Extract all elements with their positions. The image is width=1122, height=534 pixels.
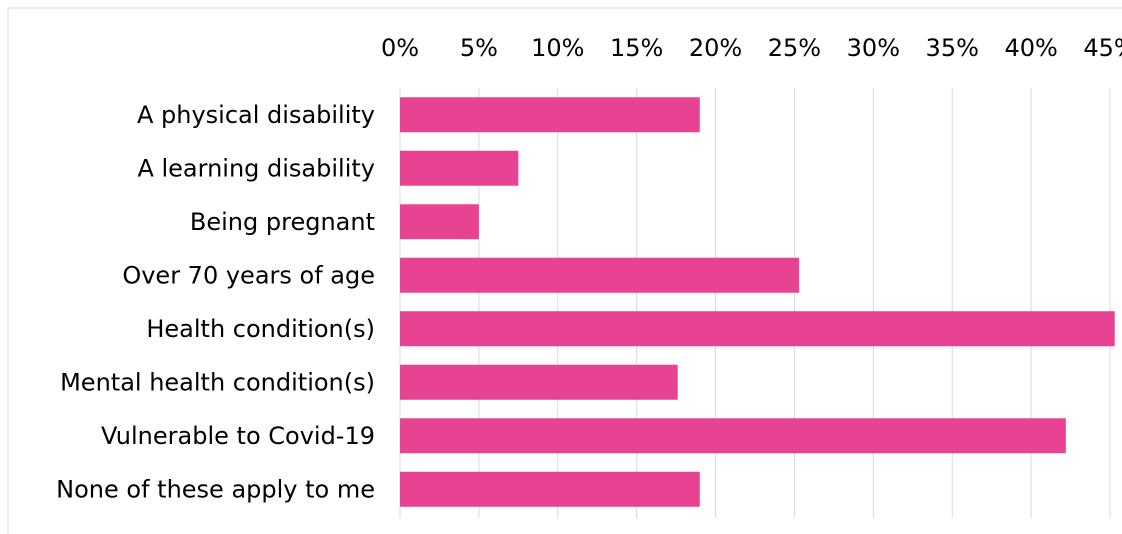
x-tick-label-10: 10% [531, 34, 584, 62]
category-label-2: A learning disability [137, 154, 375, 182]
bar-4 [400, 257, 800, 293]
bar-1 [400, 97, 700, 133]
x-tick-label-40: 40% [1004, 34, 1057, 62]
x-tick-label-30: 30% [847, 34, 900, 62]
category-labels: A physical disability A learning disabili… [56, 101, 375, 504]
category-label-8: None of these apply to me [56, 475, 375, 503]
bar-2 [400, 150, 519, 186]
x-tick-label-0: 0% [381, 34, 419, 62]
bar-3 [400, 204, 479, 240]
category-label-1: A physical disability [137, 101, 375, 129]
x-tick-label-25: 25% [768, 34, 821, 62]
category-label-6: Mental health condition(s) [60, 368, 375, 396]
x-tick-label-45: 45% [1083, 34, 1122, 62]
bar-7 [400, 418, 1066, 454]
bars [400, 97, 1115, 507]
bar-5 [400, 311, 1115, 347]
bar-8 [400, 471, 700, 507]
x-tick-label-15: 15% [610, 34, 663, 62]
x-tick-label-5: 5% [460, 34, 498, 62]
bar-6 [400, 364, 678, 400]
category-label-5: Health condition(s) [146, 315, 375, 343]
category-label-4: Over 70 years of age [122, 261, 375, 289]
category-label-7: Vulnerable to Covid-19 [101, 422, 375, 450]
x-tick-label-35: 35% [926, 34, 979, 62]
category-label-3: Being pregnant [190, 208, 375, 236]
x-tick-label-20: 20% [689, 34, 742, 62]
x-axis-tick-labels: 0% 5% 10% 15% 20% 25% 30% 35% 40% 45% [381, 34, 1122, 62]
